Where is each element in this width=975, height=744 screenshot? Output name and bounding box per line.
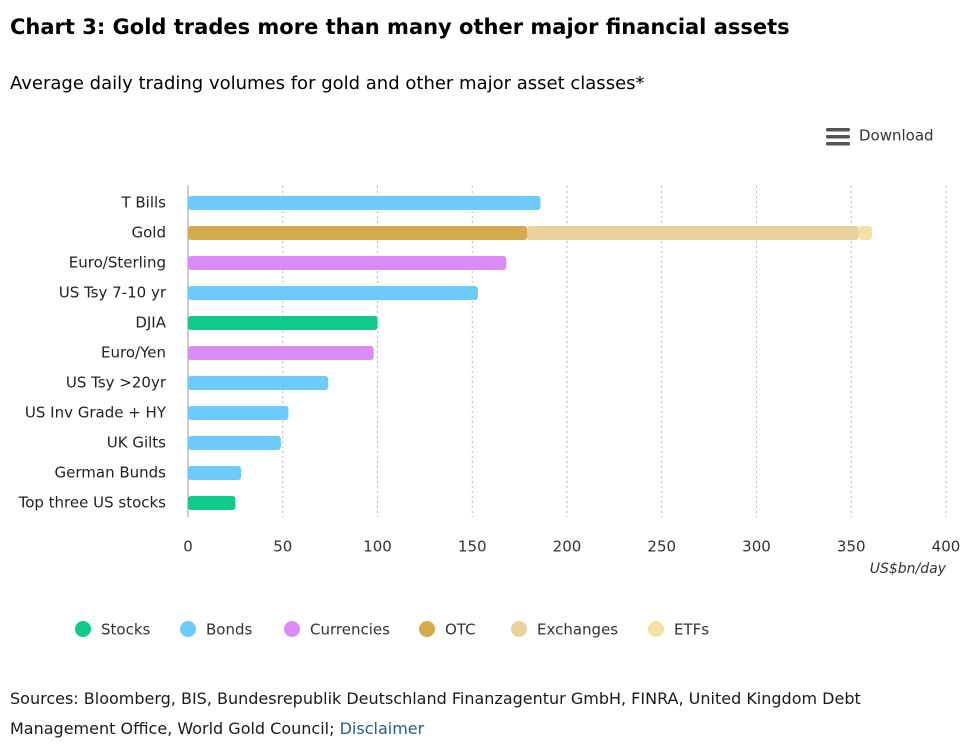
legend-item[interactable]: ETFs bbox=[648, 621, 709, 639]
menu-icon-bar bbox=[826, 128, 850, 132]
legend-item[interactable]: Currencies bbox=[284, 621, 390, 639]
x-tick-label: 250 bbox=[647, 538, 676, 556]
menu-icon-bar bbox=[826, 142, 850, 146]
chart: Chart 3: Gold trades more than many othe… bbox=[10, 15, 961, 639]
legend-label: Exchanges bbox=[537, 621, 618, 639]
bar-segment bbox=[188, 346, 374, 360]
sources-text: Sources: Bloomberg, BIS, Bundesrepublik … bbox=[10, 689, 861, 738]
legend-label: ETFs bbox=[674, 621, 709, 639]
legend-item[interactable]: Bonds bbox=[180, 621, 252, 639]
menu-icon-bar bbox=[826, 135, 850, 139]
y-tick-label: US Inv Grade + HY bbox=[25, 404, 167, 422]
x-tick-label: 400 bbox=[932, 538, 961, 556]
legend-swatch bbox=[75, 621, 91, 637]
bar-segment bbox=[188, 436, 281, 450]
bar-segment bbox=[527, 226, 859, 240]
x-tick-label: 150 bbox=[458, 538, 487, 556]
y-tick-label: Top three US stocks bbox=[18, 494, 167, 512]
bar-segment bbox=[188, 196, 541, 210]
legend-label: Bonds bbox=[206, 621, 252, 639]
bar-segment bbox=[188, 376, 329, 390]
legend-label: OTC bbox=[445, 621, 476, 639]
x-axis-label: US$bn/day bbox=[870, 561, 947, 577]
y-tick-label: Gold bbox=[132, 224, 167, 242]
bar-segment bbox=[188, 226, 528, 240]
chart-title: Chart 3: Gold trades more than many othe… bbox=[10, 15, 790, 39]
bar-segment bbox=[188, 466, 242, 480]
y-tick-label: DJIA bbox=[135, 314, 166, 332]
legend-item[interactable]: Stocks bbox=[75, 621, 151, 639]
x-tick-label: 50 bbox=[273, 538, 292, 556]
download-label[interactable]: Download bbox=[859, 127, 934, 145]
legend-label: Stocks bbox=[101, 621, 151, 639]
x-tick-label: 350 bbox=[837, 538, 866, 556]
bar-segment bbox=[188, 256, 507, 270]
y-tick-label: UK Gilts bbox=[107, 434, 166, 452]
legend-item[interactable]: Exchanges bbox=[511, 621, 618, 639]
x-tick-label: 200 bbox=[553, 538, 582, 556]
disclaimer-link[interactable]: Disclaimer bbox=[339, 719, 425, 738]
bar-segment bbox=[858, 226, 873, 240]
x-tick-label: 300 bbox=[742, 538, 771, 556]
bar-segment bbox=[188, 406, 289, 420]
y-tick-label: US Tsy 7-10 yr bbox=[59, 284, 167, 302]
sources: Sources: Bloomberg, BIS, Bundesrepublik … bbox=[10, 684, 910, 744]
x-tick-label: 0 bbox=[183, 538, 193, 556]
y-tick-label: US Tsy >20yr bbox=[66, 374, 167, 392]
chart-subtitle: Average daily trading volumes for gold a… bbox=[10, 73, 645, 94]
legend-swatch bbox=[180, 621, 196, 637]
legend-swatch bbox=[284, 621, 300, 637]
legend-swatch bbox=[511, 621, 527, 637]
y-tick-label: German Bunds bbox=[55, 464, 167, 482]
legend-item[interactable]: OTC bbox=[419, 621, 476, 639]
y-tick-label: Euro/Yen bbox=[101, 344, 166, 362]
x-tick-label: 100 bbox=[363, 538, 392, 556]
bar-segment bbox=[188, 286, 478, 300]
y-tick-label: Euro/Sterling bbox=[69, 254, 166, 272]
legend-label: Currencies bbox=[310, 621, 390, 639]
bar-segment bbox=[188, 316, 378, 330]
bar-segment bbox=[188, 496, 236, 510]
legend-swatch bbox=[648, 621, 664, 637]
y-tick-label: T Bills bbox=[120, 194, 166, 212]
download-button[interactable]: Download bbox=[826, 127, 934, 146]
legend-swatch bbox=[419, 621, 435, 637]
